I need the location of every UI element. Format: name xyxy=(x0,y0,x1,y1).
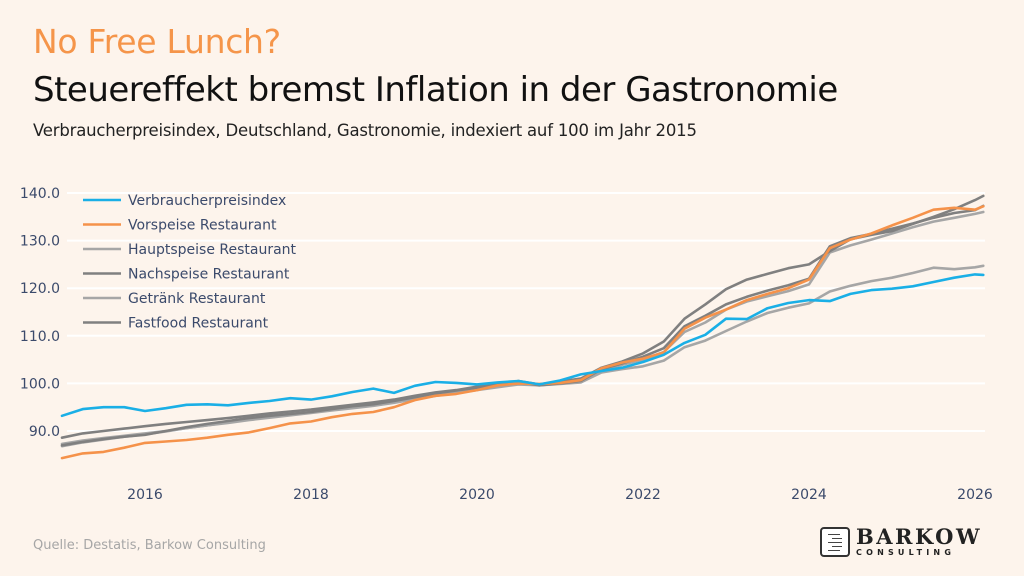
legend-label: Verbraucherpreisindex xyxy=(128,193,286,209)
y-tick-label: 120.0 xyxy=(20,281,60,297)
y-tick-label: 90.0 xyxy=(29,424,60,440)
x-tick-label: 2020 xyxy=(459,487,495,503)
page-title: Steuereffekt bremst Inflation in der Gas… xyxy=(33,70,838,110)
kicker-title: No Free Lunch? xyxy=(33,22,281,61)
x-tick-label: 2022 xyxy=(625,487,661,503)
logo-subtitle: CONSULTING xyxy=(856,548,956,557)
legend-label: Fastfood Restaurant xyxy=(128,316,269,332)
legend-item: Vorspeise Restaurant xyxy=(83,218,277,234)
legend-label: Vorspeise Restaurant xyxy=(128,218,277,234)
gridlines xyxy=(67,192,985,432)
series-lines xyxy=(60,194,985,460)
legend-item: Fastfood Restaurant xyxy=(83,316,269,332)
y-tick-label: 110.0 xyxy=(20,329,60,345)
logo-mark-icon xyxy=(820,526,850,557)
legend-item: Hauptspeise Restaurant xyxy=(83,242,297,258)
legend: Verbraucherpreisindex Vorspeise Restauran… xyxy=(83,193,297,332)
y-tick-label: 100.0 xyxy=(20,376,60,392)
logo-name: BARKOW xyxy=(856,524,983,549)
x-tick-label: 2018 xyxy=(293,487,329,503)
legend-item: Getränk Restaurant xyxy=(83,291,266,307)
x-tick-label: 2026 xyxy=(957,487,993,503)
chart-subtitle: Verbraucherpreisindex, Deutschland, Gast… xyxy=(33,121,697,140)
x-axis: 2016 2018 2020 2022 2024 2026 xyxy=(127,487,993,503)
y-tick-label: 130.0 xyxy=(20,234,60,250)
source-note: Quelle: Destatis, Barkow Consulting xyxy=(33,538,266,553)
x-tick-label: 2024 xyxy=(791,487,827,503)
legend-item: Verbraucherpreisindex xyxy=(83,193,286,209)
series-line-verbraucherpreisindex xyxy=(60,273,985,418)
legend-item: Nachspeise Restaurant xyxy=(83,267,290,283)
y-axis: 90.0 100.0 110.0 120.0 130.0 140.0 xyxy=(20,186,60,440)
legend-label: Hauptspeise Restaurant xyxy=(128,242,297,258)
legend-label: Getränk Restaurant xyxy=(128,291,266,307)
x-tick-label: 2016 xyxy=(127,487,163,503)
legend-label: Nachspeise Restaurant xyxy=(128,267,290,283)
y-tick-label: 140.0 xyxy=(20,186,60,202)
barkow-logo: BARKOW CONSULTING xyxy=(820,526,982,557)
